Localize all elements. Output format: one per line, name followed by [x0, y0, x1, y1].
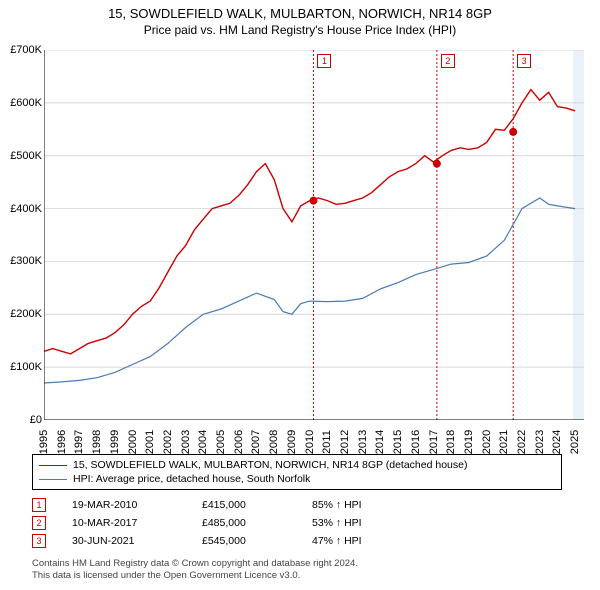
- transaction-price: £415,000: [202, 499, 312, 511]
- chart-area: £0£100K£200K£300K£400K£500K£600K£700K 19…: [44, 50, 584, 420]
- legend-label: 15, SOWDLEFIELD WALK, MULBARTON, NORWICH…: [73, 459, 467, 471]
- transaction-date: 30-JUN-2021: [72, 535, 202, 547]
- xtick-label: 2019: [463, 427, 475, 457]
- ytick-label: £700K: [2, 44, 42, 56]
- transaction-pct: 47% ↑ HPI: [312, 535, 412, 547]
- transaction-date: 19-MAR-2010: [72, 499, 202, 511]
- xtick-label: 2003: [180, 427, 192, 457]
- xtick-label: 1997: [73, 427, 85, 457]
- xtick-label: 2020: [481, 427, 493, 457]
- chart-container: 15, SOWDLEFIELD WALK, MULBARTON, NORWICH…: [0, 0, 600, 590]
- xtick-label: 2010: [304, 427, 316, 457]
- xtick-label: 2001: [144, 427, 156, 457]
- ytick-label: £500K: [2, 150, 42, 162]
- transactions-table: 1 19-MAR-2010£415,00085% ↑ HPI 2 10-MAR-201…: [32, 494, 412, 552]
- xtick-label: 2024: [551, 427, 563, 457]
- xtick-label: 2012: [339, 427, 351, 457]
- ytick-label: £100K: [2, 361, 42, 373]
- transaction-price: £485,000: [202, 517, 312, 529]
- transaction-badge: 2: [32, 516, 46, 530]
- xtick-label: 2013: [357, 427, 369, 457]
- xtick-label: 2000: [127, 427, 139, 457]
- xtick-label: 2017: [428, 427, 440, 457]
- xtick-label: 2015: [392, 427, 404, 457]
- transaction-pct: 85% ↑ HPI: [312, 499, 412, 511]
- xtick-label: 2014: [374, 427, 386, 457]
- xtick-label: 2021: [498, 427, 510, 457]
- xtick-label: 2018: [445, 427, 457, 457]
- xtick-label: 2022: [516, 427, 528, 457]
- xtick-label: 2005: [215, 427, 227, 457]
- legend-item: 15, SOWDLEFIELD WALK, MULBARTON, NORWICH…: [39, 458, 555, 472]
- legend-label: HPI: Average price, detached house, Sout…: [73, 473, 310, 485]
- xtick-label: 2023: [534, 427, 546, 457]
- xtick-label: 2004: [197, 427, 209, 457]
- ytick-label: £0: [2, 414, 42, 426]
- chart-subtitle: Price paid vs. HM Land Registry's House …: [0, 21, 600, 37]
- transaction-row: 1 19-MAR-2010£415,00085% ↑ HPI: [32, 498, 412, 512]
- chart-title: 15, SOWDLEFIELD WALK, MULBARTON, NORWICH…: [0, 0, 600, 21]
- transaction-row: 2 10-MAR-2017£485,00053% ↑ HPI: [32, 516, 412, 530]
- footer-line-2: This data is licensed under the Open Gov…: [32, 570, 358, 582]
- transaction-price: £545,000: [202, 535, 312, 547]
- ytick-label: £600K: [2, 97, 42, 109]
- footer-line-1: Contains HM Land Registry data © Crown c…: [32, 558, 358, 570]
- chart-svg: [44, 50, 584, 420]
- marker-badge: 1: [317, 54, 331, 68]
- transaction-badge: 1: [32, 498, 46, 512]
- transaction-badge: 3: [32, 534, 46, 548]
- xtick-label: 1999: [109, 427, 121, 457]
- ytick-label: £200K: [2, 308, 42, 320]
- xtick-label: 2011: [321, 427, 333, 457]
- ytick-label: £400K: [2, 203, 42, 215]
- xtick-label: 1998: [91, 427, 103, 457]
- marker-badge: 3: [517, 54, 531, 68]
- footer: Contains HM Land Registry data © Crown c…: [32, 558, 358, 583]
- legend-item: HPI: Average price, detached house, Sout…: [39, 472, 555, 486]
- transaction-pct: 53% ↑ HPI: [312, 517, 412, 529]
- legend: 15, SOWDLEFIELD WALK, MULBARTON, NORWICH…: [32, 454, 562, 490]
- xtick-label: 2007: [250, 427, 262, 457]
- xtick-label: 2016: [410, 427, 422, 457]
- ytick-label: £300K: [2, 255, 42, 267]
- marker-badge: 2: [441, 54, 455, 68]
- xtick-label: 1996: [56, 427, 68, 457]
- transaction-row: 3 30-JUN-2021£545,00047% ↑ HPI: [32, 534, 412, 548]
- xtick-label: 2009: [286, 427, 298, 457]
- xtick-label: 1995: [38, 427, 50, 457]
- xtick-label: 2008: [268, 427, 280, 457]
- xtick-label: 2006: [233, 427, 245, 457]
- xtick-label: 2025: [569, 427, 581, 457]
- xtick-label: 2002: [162, 427, 174, 457]
- transaction-date: 10-MAR-2017: [72, 517, 202, 529]
